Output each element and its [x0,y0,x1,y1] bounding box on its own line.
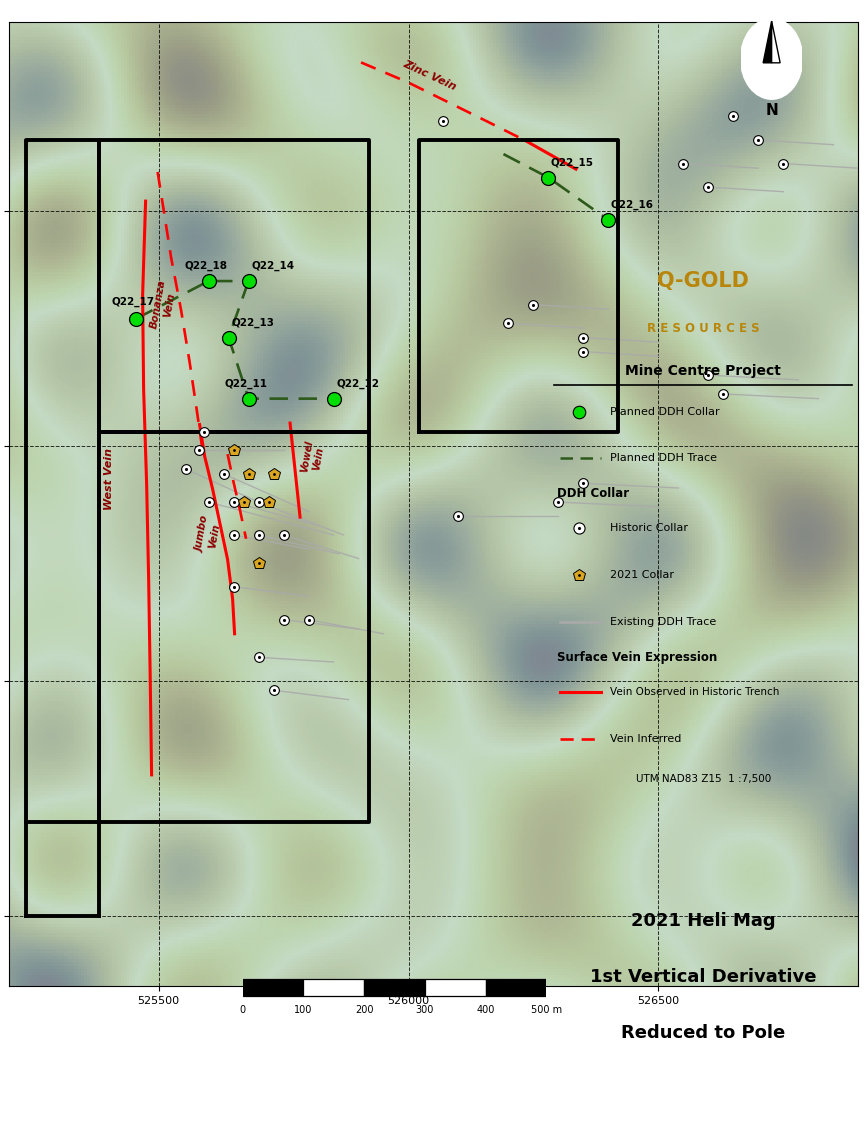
Text: Planned DDH Trace: Planned DDH Trace [610,453,717,463]
Text: Q-GOLD: Q-GOLD [657,270,749,290]
Text: 2021 Collar: 2021 Collar [610,571,674,581]
Text: 1st Vertical Derivative: 1st Vertical Derivative [590,967,817,985]
Text: Q22_18: Q22_18 [185,261,228,271]
Text: R E S O U R C E S: R E S O U R C E S [647,322,759,334]
Text: UTM NAD83 Z15  1 :7,500: UTM NAD83 Z15 1 :7,500 [636,773,771,784]
Text: Vein Observed in Historic Trench: Vein Observed in Historic Trench [610,687,779,697]
Text: 100: 100 [294,1004,313,1015]
Text: DDH Collar: DDH Collar [557,487,629,500]
Text: 300: 300 [415,1004,434,1015]
Text: Q22_14: Q22_14 [251,261,294,271]
Text: Vein Inferred: Vein Inferred [610,734,681,744]
Text: 0: 0 [239,1004,246,1015]
Polygon shape [772,21,780,63]
Text: 500 m: 500 m [531,1004,562,1015]
Text: Q22_17: Q22_17 [111,297,154,307]
Text: 400: 400 [476,1004,495,1015]
Text: N: N [766,102,778,118]
Text: Q22_13: Q22_13 [231,317,274,327]
Text: Reduced to Pole: Reduced to Pole [621,1023,786,1041]
Text: 2021 Heli Mag: 2021 Heli Mag [631,911,775,929]
Polygon shape [763,21,772,63]
Text: Q22_11: Q22_11 [225,379,268,389]
Text: Q22_15: Q22_15 [551,157,594,168]
Text: Q22_16: Q22_16 [611,200,654,210]
Bar [303,979,364,997]
Bar [425,979,486,997]
Text: 200: 200 [355,1004,374,1015]
Text: Jumbo
Vein: Jumbo Vein [195,516,223,555]
Bar [243,979,303,997]
Text: Bonanza
Vein: Bonanza Vein [148,278,179,331]
Text: Historic Collar: Historic Collar [610,524,688,534]
Text: Existing DDH Trace: Existing DDH Trace [610,617,716,627]
Text: Zinc Vein: Zinc Vein [401,58,458,92]
Circle shape [741,19,802,99]
Text: Planned DDH Collar: Planned DDH Collar [610,407,720,417]
Text: West Vein: West Vein [104,447,114,510]
Text: Vowel
Vein: Vowel Vein [299,439,326,475]
Text: Surface Vein Expression: Surface Vein Expression [557,650,718,664]
Text: Mine Centre Project: Mine Centre Project [625,363,781,378]
Text: Q22_12: Q22_12 [336,379,379,389]
Bar [486,979,546,997]
Bar [364,979,425,997]
